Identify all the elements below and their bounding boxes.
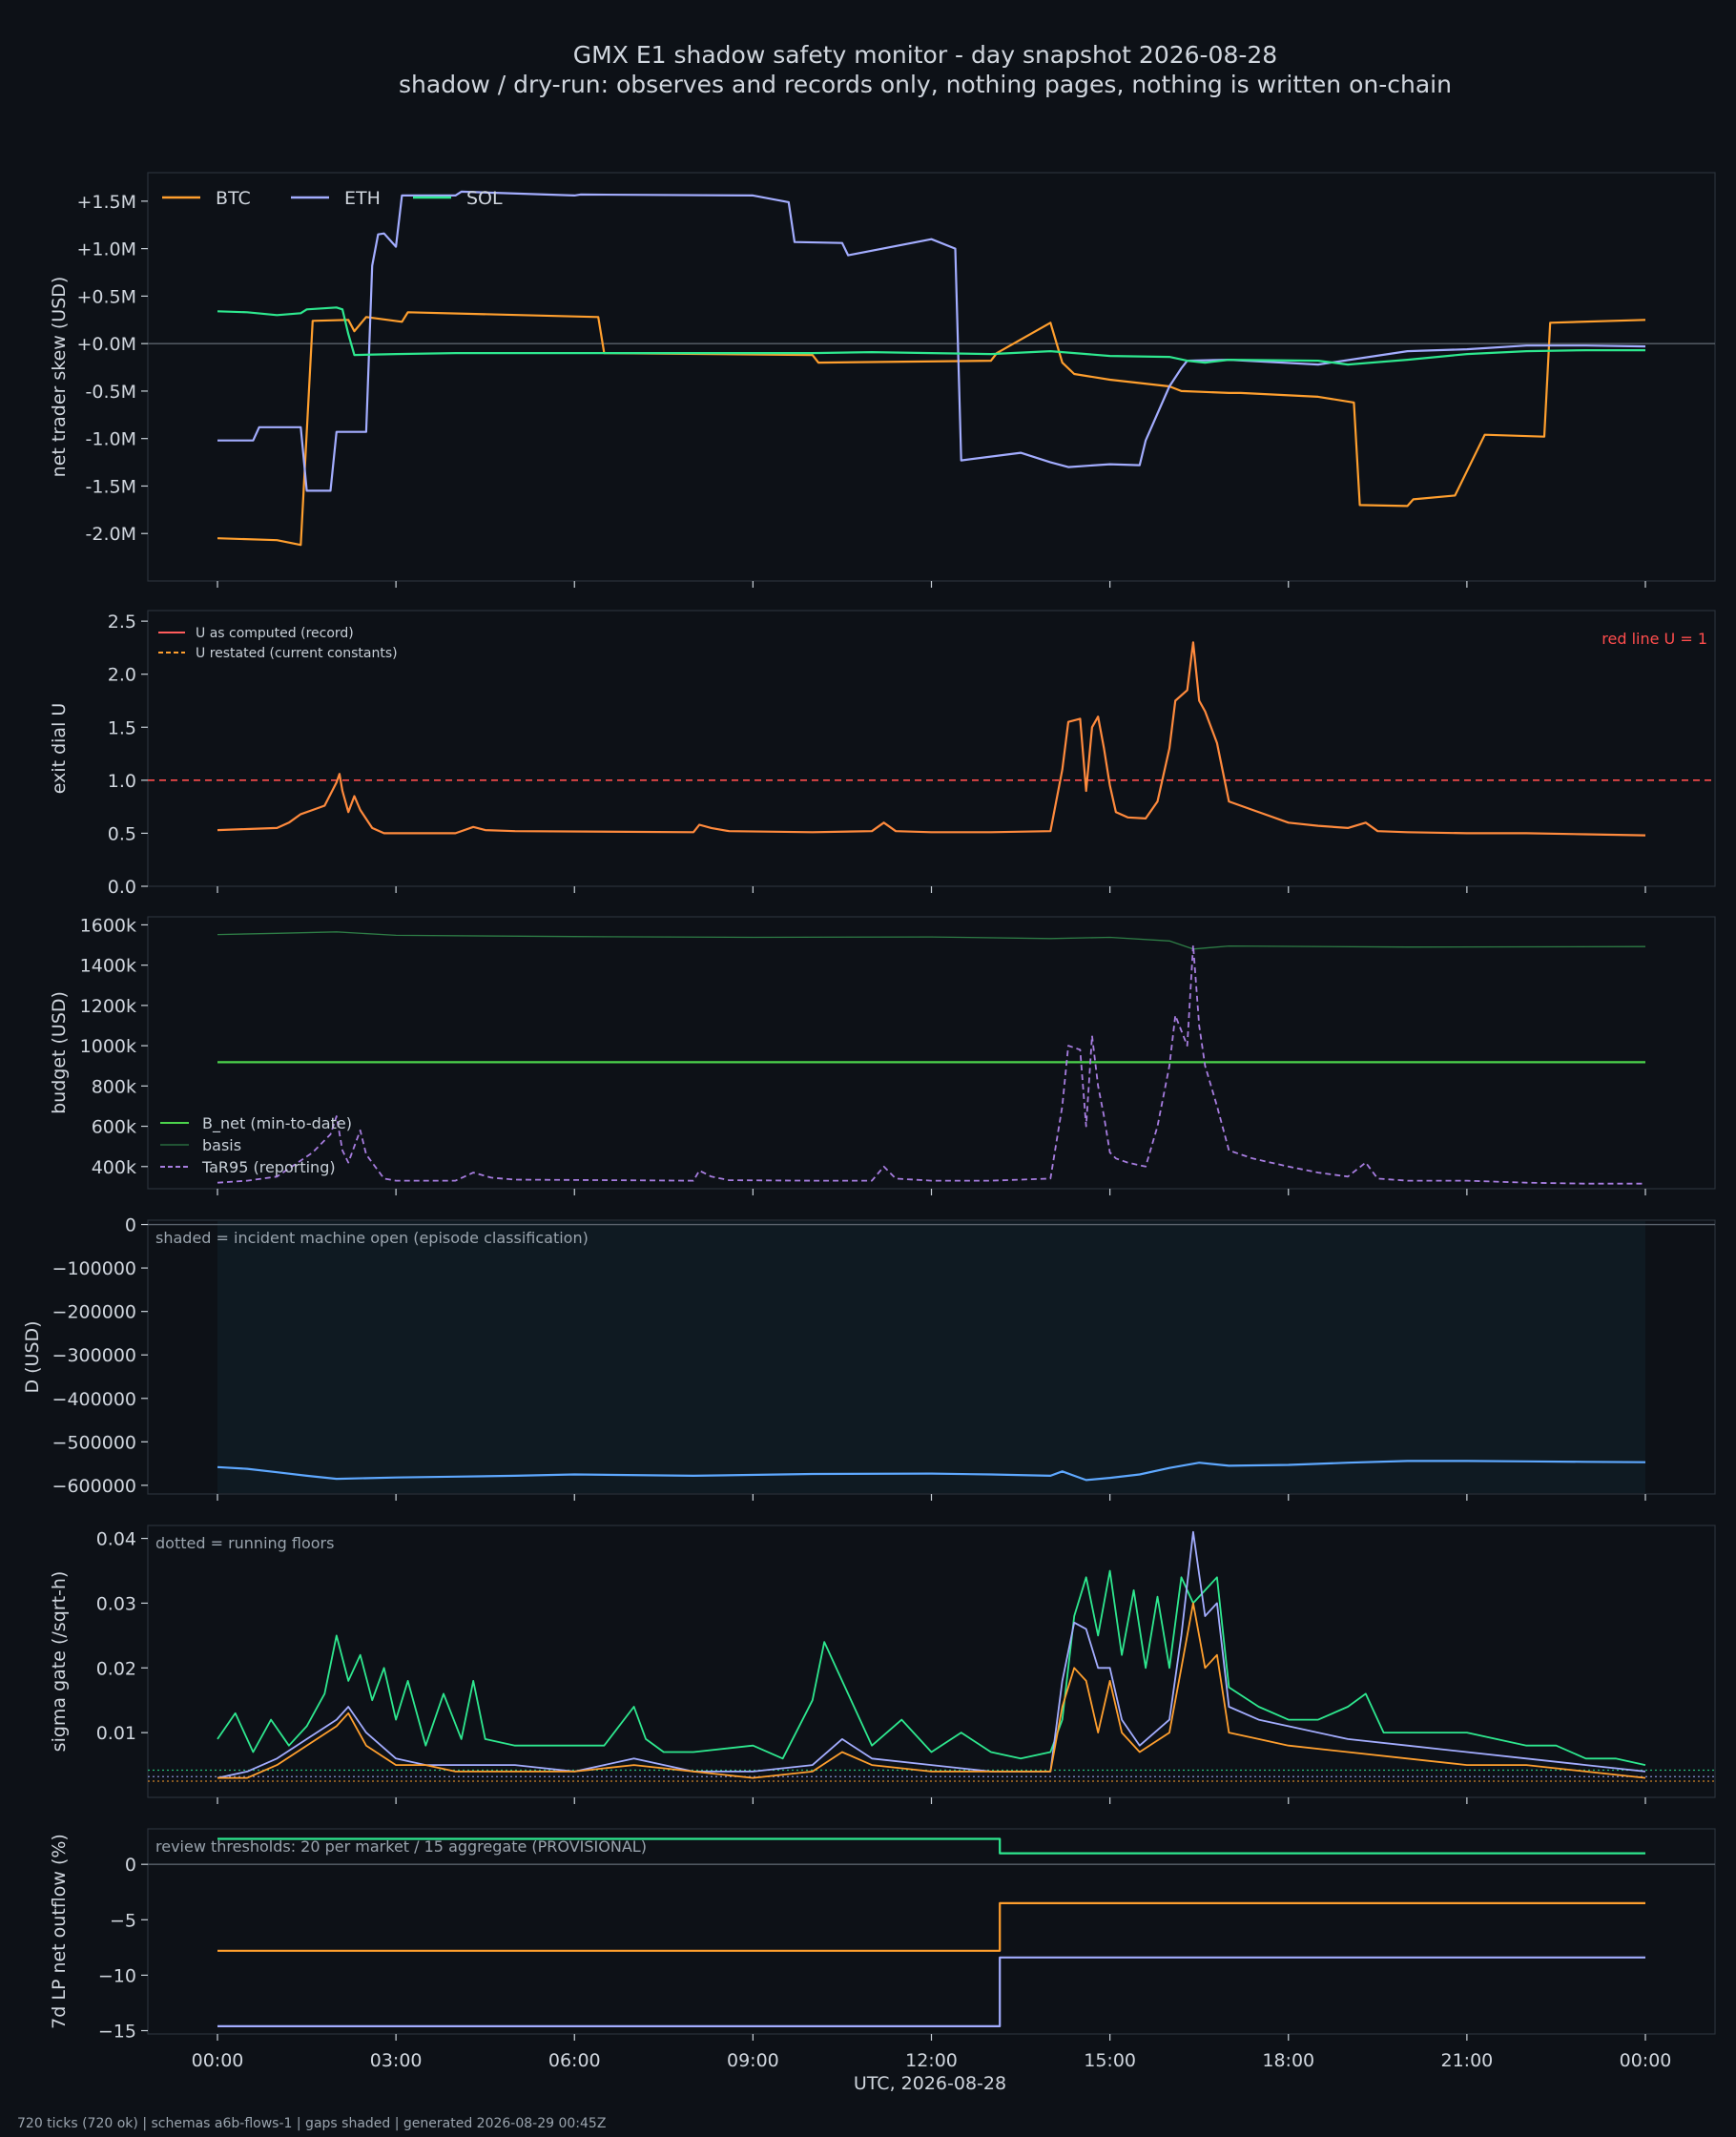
legend-label: U restated (current constants) [196,646,398,661]
series-line-eth [217,1956,1645,2027]
y-tick-label: 0.01 [96,1723,136,1744]
legend-label-sol: SOL [466,188,503,209]
series-line-basis [217,931,1646,950]
legend-label: basis [202,1136,241,1154]
y-tick-label: 0.04 [96,1529,136,1550]
y-tick-label: 1.0 [108,771,136,792]
x-tick-label: 00:00 [1620,2050,1672,2071]
y-tick-label: −100000 [52,1258,136,1279]
series-line-sol [217,1837,1645,1855]
y-tick-label: +0.5M [76,286,136,307]
y-tick-label: −200000 [52,1302,136,1323]
x-tick-label: 09:00 [727,2050,779,2071]
y-tick-label: −600000 [52,1476,136,1497]
panel-annotation: shaded = incident machine open (episode … [155,1229,589,1247]
y-tick-label: 600k [92,1117,136,1138]
y-tick-label: 1600k [80,915,136,936]
legend-label: U as computed (record) [196,626,354,641]
series-line-btc [217,1602,1646,1779]
legend-label: TaR95 (reporting) [201,1158,336,1176]
x-tick-label: 18:00 [1262,2050,1314,2071]
series-line-eth [217,190,1646,492]
y-tick-label: 0 [125,1215,136,1236]
y-tick-label: 0.02 [96,1658,136,1679]
panel-annotation: review thresholds: 20 per market / 15 ag… [155,1837,647,1856]
y-tick-label: −500000 [52,1432,136,1453]
series-line-u-line [217,641,1646,837]
y-tick-label: 0.5 [108,823,136,844]
y-tick-label: 0.0 [108,877,136,898]
series-line-btc [217,311,1646,547]
x-tick-label: 00:00 [192,2050,244,2071]
panel-4: 0 −100000 −200000 −300000 −400000 −500000 −600… [22,1215,1716,1501]
y-tick-label: −5 [110,1910,136,1931]
y-tick-label: 400k [92,1157,136,1178]
y-tick-label: 2.5 [108,612,136,633]
y-tick-label: −10 [98,1965,136,1986]
y-tick-label: +0.0M [76,334,136,355]
figure-subtitle: shadow / dry-run: observes and records o… [399,71,1452,98]
y-tick-label: +1.0M [76,239,136,260]
x-tick-label: 12:00 [905,2050,958,2071]
legend-label-eth: ETH [344,188,381,209]
panel-frame [147,610,1716,887]
series-line-d [217,1460,1646,1482]
footer-status: 720 ticks (720 ok) | schemas a6b-flows-1… [17,2116,606,2131]
x-tick-label: 06:00 [548,2050,601,2071]
y-tick-label: 0.03 [96,1593,136,1614]
y-tick-label: 0 [125,1855,136,1876]
y-tick-label: −400000 [52,1389,136,1410]
panel-frame [147,172,1716,582]
series-line-sol [217,1569,1646,1766]
y-tick-label: -0.5M [86,382,136,403]
panel-5: 0.01 0.02 0.03 0.04 sigma gate (/sqrt-h) dott… [49,1525,1716,1804]
y-tick-label: +1.5M [76,192,136,213]
panel-3: 400k 600k 800k 1000k 1200k 1400k 1600k budget (… [49,915,1716,1195]
y-axis-label: exit dial U [49,703,70,795]
series-line-eth [217,1530,1646,1779]
y-axis-label: budget (USD) [49,991,70,1114]
y-tick-label: −15 [98,2022,136,2043]
panel-2: 0.0 0.5 1.0 1.5 2.0 2.5 exit dial U red line U … [49,610,1716,898]
x-axis-label: UTC, 2026-08-28 [854,2073,1006,2094]
panel-1: +1.5M +1.0M +0.5M +0.0M -0.5M -1.0M -1.5M -2.0M… [49,172,1716,588]
y-tick-label: -1.0M [86,429,136,450]
series-line-sol [217,306,1645,366]
y-tick-label: -1.5M [86,476,136,497]
figure-title: GMX E1 shadow safety monitor - day snaps… [573,41,1277,69]
y-tick-label: −300000 [52,1345,136,1366]
y-axis-label: 7d LP net outflow (%) [49,1834,70,2029]
x-tick-label: 21:00 [1440,2050,1493,2071]
incident-shade [217,1221,1645,1493]
panel-frame [147,1828,1716,2035]
y-tick-label: 800k [92,1076,136,1097]
y-tick-label: 1000k [80,1036,136,1057]
legend-label: B_net (min-to-date) [202,1114,352,1133]
legend-label-btc: BTC [216,188,251,209]
panel-annotation: dotted = running floors [155,1534,334,1552]
y-axis-label: sigma gate (/sqrt-h) [49,1571,70,1753]
panel-6: 0 −5 −10 −15 00:00 03:00 06:00 09:00 12:00 15:00 1… [49,1828,1716,2071]
x-tick-label: 03:00 [370,2050,423,2071]
panel-frame [147,916,1716,1190]
panel-annotation: red line U = 1 [1602,630,1707,648]
y-tick-label: -2.0M [86,524,136,545]
x-tick-label: 15:00 [1084,2050,1136,2071]
series-line-btc [217,1901,1645,1952]
y-tick-label: 1200k [80,996,136,1017]
series-line-tar95-reporting [217,944,1645,1185]
y-tick-label: 1.5 [108,717,136,738]
y-axis-label: net trader skew (USD) [49,277,70,478]
y-tick-label: 1400k [80,956,136,977]
y-tick-label: 2.0 [108,665,136,686]
y-axis-label: D (USD) [22,1320,43,1393]
